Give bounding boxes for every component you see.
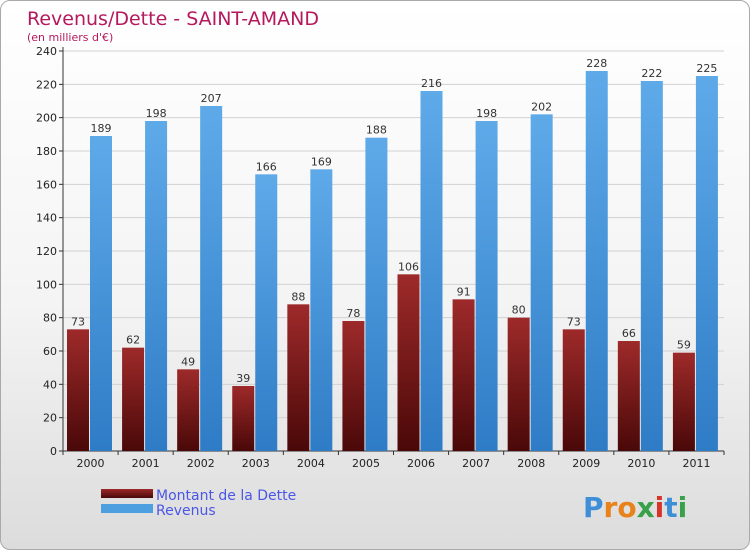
value-label-debt: 39 bbox=[236, 372, 250, 385]
bar-revenue-2002 bbox=[200, 106, 223, 451]
proxiti-logo: Proxiti bbox=[583, 491, 687, 524]
bar-revenue-2003 bbox=[255, 174, 278, 452]
legend: Montant de la Dette Revenus bbox=[101, 488, 296, 519]
value-label-revenue: 207 bbox=[201, 92, 222, 105]
y-tick-label: 80 bbox=[43, 312, 57, 325]
bar-debt-2005 bbox=[342, 321, 365, 451]
x-tick-label: 2006 bbox=[407, 457, 435, 470]
x-tick-label: 2004 bbox=[297, 457, 325, 470]
y-tick-label: 0 bbox=[50, 445, 57, 458]
bar-revenue-2008 bbox=[530, 114, 553, 451]
value-label-revenue: 169 bbox=[311, 155, 332, 168]
x-tick-label: 2009 bbox=[572, 457, 600, 470]
y-tick-label: 140 bbox=[36, 212, 57, 225]
y-tick-label: 120 bbox=[36, 245, 57, 258]
value-label-revenue: 166 bbox=[256, 160, 277, 173]
value-label-debt: 78 bbox=[346, 307, 360, 320]
legend-label-revenue: Revenus bbox=[156, 503, 216, 519]
y-tick-label: 160 bbox=[36, 178, 57, 191]
logo-letter: t bbox=[664, 491, 677, 524]
x-tick-label: 2002 bbox=[187, 457, 215, 470]
bar-debt-2002 bbox=[177, 369, 200, 451]
value-label-revenue: 188 bbox=[366, 124, 387, 137]
legend-swatch-debt bbox=[101, 489, 153, 498]
bar-revenue-2006 bbox=[420, 91, 443, 451]
y-tick-label: 180 bbox=[36, 145, 57, 158]
x-tick-label: 2001 bbox=[132, 457, 160, 470]
x-tick-label: 2003 bbox=[242, 457, 270, 470]
value-label-debt: 80 bbox=[512, 304, 526, 317]
logo-letter: i bbox=[678, 491, 688, 524]
y-tick-label: 240 bbox=[36, 45, 57, 58]
y-tick-label: 20 bbox=[43, 412, 57, 425]
x-tick-labels: 2000 2001 2002 2003 2004 2005 2006 2007 2008 2009… bbox=[62, 451, 725, 470]
y-tick-labels: 0 20 40 60 80 100 120 140 160 180 200 220 240 bbox=[36, 45, 63, 458]
legend-swatch-revenue bbox=[101, 504, 153, 513]
value-label-debt: 73 bbox=[567, 315, 581, 328]
value-label-revenue: 202 bbox=[531, 100, 552, 113]
chart-title: Revenus/Dette - SAINT-AMAND bbox=[27, 8, 319, 30]
y-tick-label: 60 bbox=[43, 345, 57, 358]
bar-revenue-2010 bbox=[640, 81, 663, 451]
value-label-debt: 91 bbox=[457, 285, 471, 298]
value-labels: 73 189 62 198 49 207 39 166 88 169 78 188 106 216 91 19… bbox=[71, 57, 717, 385]
y-tick-label: 220 bbox=[36, 78, 57, 91]
bar-debt-2000 bbox=[67, 329, 89, 451]
value-label-debt: 73 bbox=[71, 315, 85, 328]
x-tick-label: 2008 bbox=[517, 457, 545, 470]
chart-subtitle: (en milliers d'€) bbox=[27, 31, 113, 44]
logo-letter: i bbox=[655, 491, 665, 524]
bar-revenue-2000 bbox=[90, 136, 112, 451]
bar-debt-2004 bbox=[287, 304, 310, 451]
bar-debt-2010 bbox=[617, 341, 640, 451]
bars bbox=[67, 71, 718, 452]
bar-debt-2003 bbox=[232, 386, 255, 451]
value-label-revenue: 225 bbox=[696, 62, 717, 75]
x-tick-label: 2005 bbox=[352, 457, 380, 470]
x-tick-label: 2000 bbox=[77, 457, 105, 470]
logo-letter: x bbox=[637, 491, 655, 524]
value-label-revenue: 228 bbox=[586, 57, 607, 70]
value-label-revenue: 189 bbox=[91, 122, 112, 135]
bar-revenue-2004 bbox=[310, 169, 333, 452]
y-tick-label: 100 bbox=[36, 278, 57, 291]
legend-label-debt: Montant de la Dette bbox=[156, 488, 296, 504]
bar-revenue-2001 bbox=[145, 121, 168, 451]
bar-revenue-2009 bbox=[585, 71, 608, 451]
bar-debt-2009 bbox=[562, 329, 585, 451]
value-label-debt: 59 bbox=[677, 339, 691, 352]
bar-debt-2001 bbox=[122, 347, 145, 451]
grid-lines bbox=[63, 50, 724, 419]
value-label-debt: 49 bbox=[181, 355, 195, 368]
bar-revenue-2005 bbox=[365, 137, 388, 451]
value-label-revenue: 216 bbox=[421, 77, 442, 90]
bar-revenue-2011 bbox=[695, 76, 718, 451]
bar-debt-2008 bbox=[507, 317, 530, 451]
x-tick-label: 2007 bbox=[462, 457, 490, 470]
value-label-revenue: 198 bbox=[146, 107, 167, 120]
x-tick-label: 2011 bbox=[682, 457, 710, 470]
value-label-debt: 66 bbox=[622, 327, 636, 340]
y-tick-label: 40 bbox=[43, 378, 57, 391]
value-label-revenue: 198 bbox=[476, 107, 497, 120]
logo-letter: P bbox=[583, 491, 604, 524]
value-label-debt: 106 bbox=[398, 260, 419, 273]
value-label-revenue: 222 bbox=[641, 67, 662, 80]
value-label-debt: 88 bbox=[291, 290, 305, 303]
bar-debt-2011 bbox=[672, 352, 695, 451]
bar-revenue-2007 bbox=[475, 121, 498, 451]
logo-letter: o bbox=[617, 491, 636, 524]
bar-debt-2007 bbox=[452, 299, 475, 451]
y-tick-label: 200 bbox=[36, 112, 57, 125]
bar-debt-2006 bbox=[397, 274, 420, 451]
logo-letter: r bbox=[604, 491, 618, 524]
x-tick-label: 2010 bbox=[627, 457, 655, 470]
value-label-debt: 62 bbox=[126, 334, 140, 347]
